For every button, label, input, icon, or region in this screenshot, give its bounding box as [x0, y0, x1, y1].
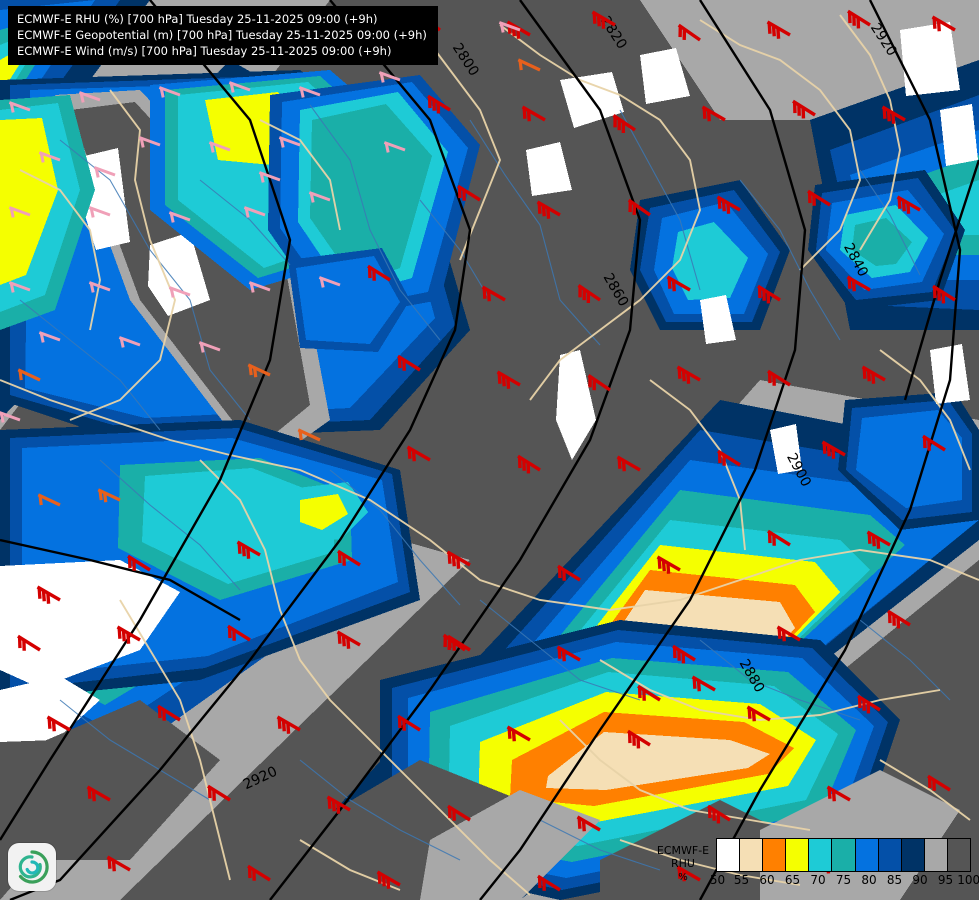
legend-swatch-95-100: [947, 839, 971, 871]
title-line-geopotential: ECMWF-E Geopotential (m) [700 hPa] Tuesd…: [17, 28, 427, 42]
legend-swatch-90-95: [924, 839, 948, 871]
legend-tick: 85: [886, 873, 903, 887]
legend-tick: 75: [835, 873, 852, 887]
wind-barbs-layer: [0, 9, 956, 892]
legend-tick: 95: [937, 873, 954, 887]
legend-units: %: [678, 872, 688, 883]
legend-tick: 50: [709, 873, 726, 887]
wind-barb: [17, 9, 956, 892]
legend-swatch-65-70: [809, 839, 833, 871]
title-line-rhu: ECMWF-E RHU (%) [700 hPa] Tuesday 25-11-…: [17, 12, 378, 26]
legend-swatch-lt50: [717, 839, 741, 871]
wind-barb: [0, 21, 521, 423]
legend-title-line2: RHU: [671, 857, 695, 870]
cyclone-spiral-logo[interactable]: [8, 843, 56, 891]
legend-tick: 60: [759, 873, 775, 887]
chart-title-box: ECMWF-E RHU (%) [700 hPa] Tuesday 25-11-…: [8, 6, 438, 65]
legend-swatch-55-60: [763, 839, 787, 871]
legend-swatch-50-55: [740, 839, 764, 871]
title-line-wind: ECMWF-E Wind (m/s) [700 hPa] Tuesday 25-…: [17, 44, 392, 58]
legend-swatch-75-80: [855, 839, 879, 871]
legend-tick: 55: [733, 873, 750, 887]
legend-title-line1: ECMWF-E: [656, 844, 710, 857]
legend-swatch-70-75: [832, 839, 856, 871]
legend-title: ECMWF-E RHU %: [650, 838, 716, 884]
legend-swatch-60-65: [786, 839, 810, 871]
legend-swatch-85-90: [901, 839, 925, 871]
legend-tick: 100: [957, 873, 979, 887]
legend-tick: 90: [912, 873, 928, 887]
legend-tick: 70: [810, 873, 826, 887]
cyclone-spiral-icon: [18, 850, 49, 884]
legend-tick: 80: [861, 873, 877, 887]
legend-color-bar: [716, 838, 971, 872]
legend-tick: 65: [784, 873, 801, 887]
rhu-color-legend[interactable]: ECMWF-E RHU % 50 55 60 65 70 75 80 85 90 95 100: [650, 838, 979, 894]
legend-swatch-80-85: [878, 839, 902, 871]
legend-tick-labels: 50 55 60 65 70 75 80 85 90 95 100: [710, 873, 979, 891]
